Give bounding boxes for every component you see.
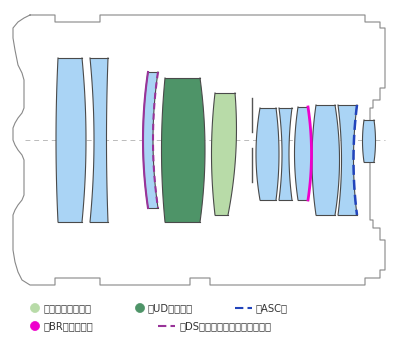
Polygon shape	[294, 107, 312, 200]
Text: はDSコーティングを表します。: はDSコーティングを表します。	[179, 321, 271, 331]
Polygon shape	[312, 105, 340, 215]
Circle shape	[30, 322, 40, 331]
Polygon shape	[212, 93, 236, 215]
Text: はASC、: はASC、	[256, 303, 288, 313]
Circle shape	[30, 304, 40, 312]
Polygon shape	[90, 58, 108, 222]
Polygon shape	[362, 120, 376, 162]
Polygon shape	[143, 72, 158, 208]
Polygon shape	[279, 108, 292, 200]
Text: は非球面レンズ、: は非球面レンズ、	[43, 303, 91, 313]
Polygon shape	[338, 105, 357, 215]
Circle shape	[136, 304, 144, 312]
Text: はBR光学素子、: はBR光学素子、	[43, 321, 93, 331]
Polygon shape	[56, 58, 86, 222]
Polygon shape	[256, 108, 279, 200]
Polygon shape	[162, 78, 205, 222]
Text: はUDレンズ、: はUDレンズ、	[148, 303, 193, 313]
